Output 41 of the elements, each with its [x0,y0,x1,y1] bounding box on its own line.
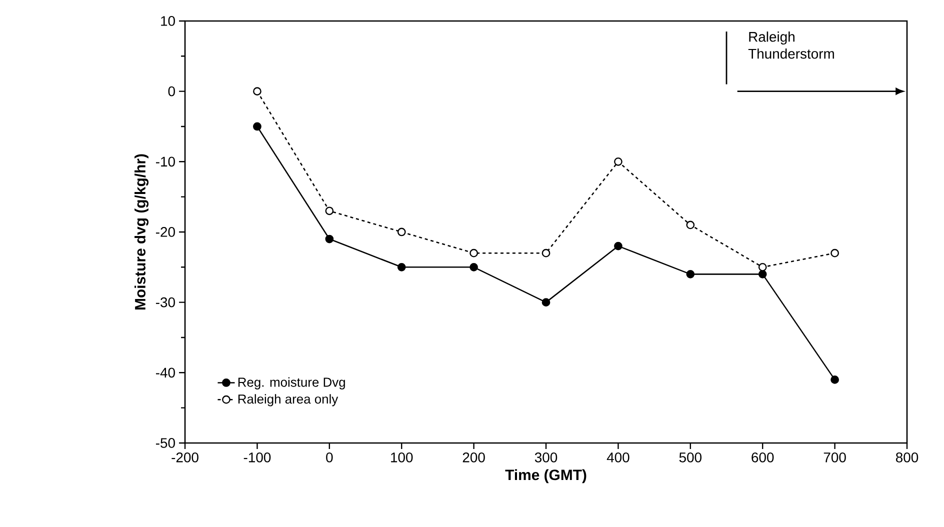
point [542,298,550,307]
point [758,262,767,272]
legend-label: Reg. moisture Dvg [238,377,345,390]
point [325,206,334,216]
y-tick-label: -10 [156,156,175,167]
point [830,376,839,384]
point [253,87,262,96]
x-tick-label: 200 [462,452,485,462]
point [542,248,550,258]
y-axis-title: Moisture dvg (g/kg/hr) [134,154,149,310]
x-tick-label: 300 [534,452,558,462]
x-tick-label: -100 [244,452,271,462]
point [614,157,622,166]
point [397,262,406,272]
x-tick-label: 600 [752,452,774,462]
point [614,242,622,250]
point [325,234,334,244]
x-tick-label: 500 [679,452,702,462]
point [397,228,406,236]
y-tick-label: 0 [168,86,175,96]
point [758,270,767,278]
y-tick-label: -20 [156,227,175,237]
legend-label: Raleigh area only [238,394,338,406]
point [686,220,695,230]
x-tick-label: 800 [896,452,918,462]
y-tick-label: -40 [156,368,175,378]
x-tick-label: 700 [824,452,846,462]
x-tick-label: 0 [326,452,333,462]
x-axis-title: Time (GMT) [505,469,586,484]
y-tick-label: -30 [156,297,175,308]
x-tick-label: -200 [172,452,198,462]
annotation: Raleigh Thunderstorm [748,32,834,59]
point [253,122,262,131]
x-tick-label: 100 [391,452,413,462]
point [470,248,478,258]
x-tick-label: 400 [606,452,630,462]
y-tick-label: -50 [156,438,175,448]
point [686,270,695,278]
point [470,262,478,272]
y-tick-label: 10 [161,16,175,26]
point [830,248,839,258]
